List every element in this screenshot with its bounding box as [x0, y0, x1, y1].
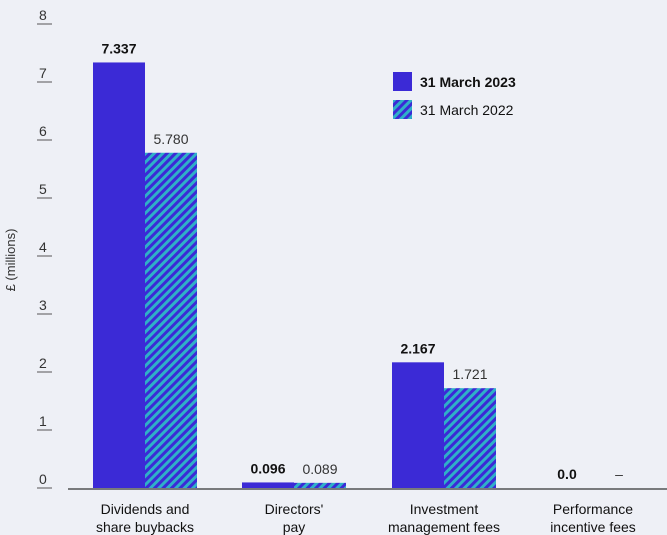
- y-tick-label: 4: [39, 239, 47, 255]
- data-label: –: [615, 466, 623, 482]
- legend: 31 March 2023 31 March 2022: [393, 72, 516, 119]
- y-tick-label: 5: [39, 181, 47, 197]
- data-label: 1.721: [452, 366, 487, 382]
- x-category-label: share buybacks: [96, 519, 194, 535]
- bar-2023: [242, 482, 294, 488]
- bar-2022: [444, 388, 496, 488]
- y-axis-label: £ (millions): [3, 229, 18, 292]
- x-category-label: Dividends and: [101, 501, 190, 517]
- y-tick-label: 1: [39, 413, 47, 429]
- y-tick-label: 8: [39, 7, 47, 23]
- data-label: 5.780: [153, 131, 188, 147]
- bar-2022: [145, 152, 197, 488]
- data-label: 0.096: [250, 460, 285, 476]
- data-label: 7.337: [101, 40, 136, 56]
- legend-label: 31 March 2022: [420, 102, 514, 118]
- y-tick-label: 0: [39, 471, 47, 487]
- data-label: 2.167: [400, 340, 435, 356]
- y-tick-label: 7: [39, 65, 47, 81]
- y-tick-label: 2: [39, 355, 47, 371]
- bar-2022: [294, 482, 346, 488]
- x-category-label: management fees: [388, 519, 500, 535]
- data-label: 0.089: [302, 461, 337, 477]
- y-tick-label: 3: [39, 297, 47, 313]
- legend-swatch-2022: [393, 100, 412, 119]
- bar-2023: [392, 362, 444, 488]
- x-category-label: pay: [283, 519, 306, 535]
- legend-swatch-2023: [393, 72, 412, 91]
- x-category-label: incentive fees: [550, 519, 636, 535]
- bar-2023: [93, 62, 145, 488]
- legend-label: 31 March 2023: [420, 74, 516, 90]
- y-tick-label: 6: [39, 123, 47, 139]
- x-category-label: Performance: [553, 501, 633, 517]
- x-category-label: Directors': [265, 501, 324, 517]
- data-label: 0.0: [557, 466, 577, 482]
- bars: 7.337 5.780 0.096 0.089 2.167 1.721 0.0 –: [93, 40, 623, 488]
- x-axis: Dividends and share buybacks Directors' pay…: [68, 488, 667, 535]
- x-category-label: Investment: [410, 501, 479, 517]
- y-axis: 0 1 2 3 4 5 6 7 8: [37, 7, 52, 489]
